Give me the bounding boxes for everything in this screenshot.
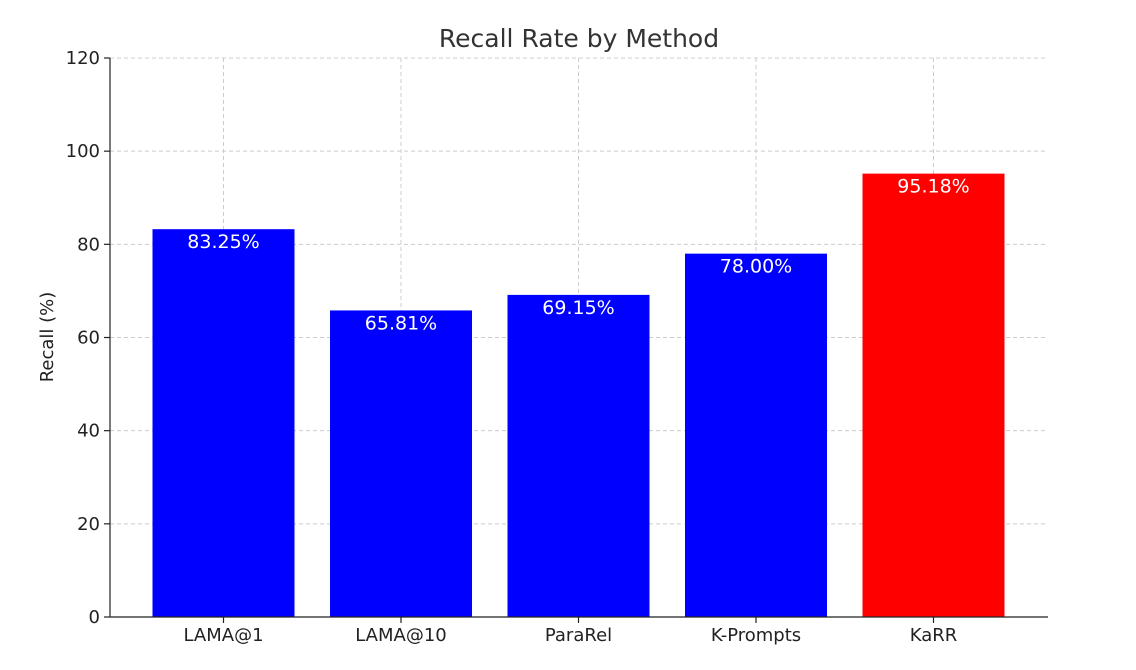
y-tick-label: 80 bbox=[77, 234, 100, 255]
y-tick-label: 120 bbox=[66, 48, 100, 69]
x-tick-label: K-Prompts bbox=[711, 625, 801, 646]
data-label: 69.15% bbox=[542, 297, 614, 319]
x-tick-label: LAMA@1 bbox=[183, 625, 263, 646]
y-tick-label: 60 bbox=[77, 328, 100, 349]
data-label: 78.00% bbox=[720, 256, 792, 278]
bars bbox=[152, 173, 1005, 618]
y-axis-label: Recall (%) bbox=[37, 292, 58, 383]
x-tick-label: KaRR bbox=[910, 625, 958, 646]
data-label: 95.18% bbox=[897, 176, 969, 198]
data-labels: 83.25% 65.81% 69.15% 78.00% 95.18% bbox=[187, 176, 969, 335]
y-tick-label: 100 bbox=[66, 141, 100, 162]
tick-labels: 0 20 40 60 80 100 120 LAMA@1 LAMA@10 ParaRel K-Pro… bbox=[66, 48, 958, 646]
y-tick-label: 40 bbox=[77, 421, 100, 442]
bar bbox=[507, 294, 650, 617]
bar bbox=[330, 310, 472, 617]
y-tick-label: 0 bbox=[89, 607, 100, 628]
bar bbox=[862, 173, 1005, 618]
x-tick-label: LAMA@10 bbox=[355, 625, 447, 646]
x-tick-label: ParaRel bbox=[545, 625, 612, 646]
axes bbox=[104, 57, 1048, 623]
y-tick-label: 20 bbox=[77, 514, 100, 535]
data-label: 83.25% bbox=[187, 231, 259, 253]
bar bbox=[152, 229, 295, 617]
chart-title: Recall Rate by Method bbox=[439, 24, 719, 53]
data-label: 65.81% bbox=[365, 312, 437, 334]
bar bbox=[685, 253, 827, 617]
